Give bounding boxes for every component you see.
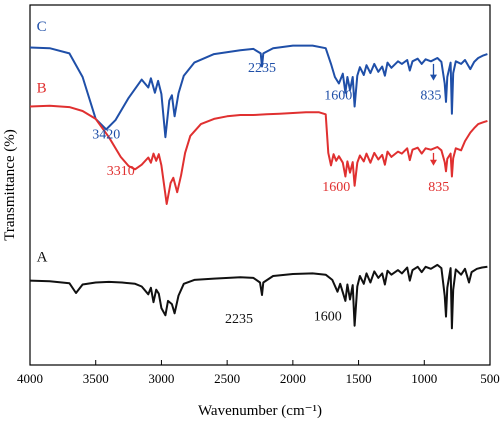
peak-label-1600-8: 1600 xyxy=(322,180,350,195)
peak-label-1600-5: 1600 xyxy=(324,88,352,103)
series-label-c: C xyxy=(37,19,47,35)
peak-label-3310-7: 3310 xyxy=(107,164,135,179)
series-line-b xyxy=(29,104,488,205)
series-label-a: A xyxy=(37,250,48,266)
x-tick-label: 1500 xyxy=(346,371,372,386)
x-tick-label: 4000 xyxy=(17,371,43,386)
arrow-head xyxy=(429,159,437,166)
peak-label-835-9: 835 xyxy=(428,180,449,195)
x-tick-label: 1000 xyxy=(411,371,437,386)
peak-label-835-6: 835 xyxy=(420,88,441,103)
peak-arrow-0 xyxy=(429,63,437,81)
peak-label-1600-11: 1600 xyxy=(314,310,342,325)
peak-arrow-1 xyxy=(429,152,437,166)
x-tick-label: 2000 xyxy=(280,371,306,386)
series-label-b: B xyxy=(37,81,47,97)
peak-label-3420-3: 3420 xyxy=(92,128,120,143)
peak-label-2235-10: 2235 xyxy=(225,312,253,327)
peak-label-2235-4: 2235 xyxy=(248,61,276,76)
plot-frame xyxy=(29,4,491,366)
arrow-head xyxy=(429,74,437,81)
x-axis: 4000 3500 3000 2500 2000 1500 1000 500 xyxy=(17,360,500,386)
y-axis-title: Transmittance (%) xyxy=(2,129,18,241)
x-tick-label: 3000 xyxy=(148,371,174,386)
series-line-a xyxy=(29,263,488,330)
series-line-c xyxy=(29,44,488,139)
x-tick-label: 500 xyxy=(480,371,500,386)
series-layer xyxy=(29,44,488,330)
x-tick-label: 2500 xyxy=(214,371,240,386)
annotation-layer: C B A 3420 2235 1600 835 3310 1600 835 2235 1600 xyxy=(37,19,450,327)
x-axis-title: Wavenumber (cm⁻¹) xyxy=(198,403,322,419)
x-tick-label: 3500 xyxy=(83,371,109,386)
